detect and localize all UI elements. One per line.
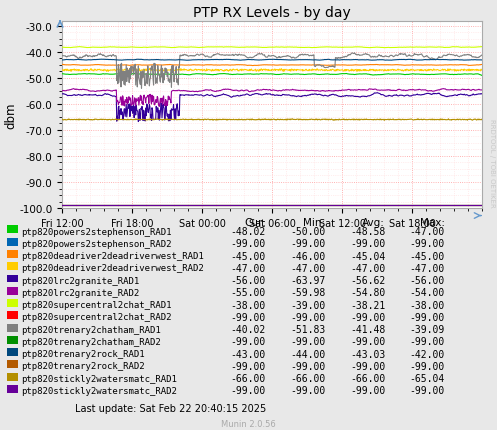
Text: -99.00: -99.00 bbox=[410, 386, 445, 396]
Text: -54.00: -54.00 bbox=[410, 288, 445, 298]
Text: Cur:: Cur: bbox=[244, 217, 266, 227]
Text: -45.00: -45.00 bbox=[410, 251, 445, 261]
Text: -99.00: -99.00 bbox=[350, 239, 385, 249]
Text: -43.03: -43.03 bbox=[350, 349, 385, 359]
Text: -99.00: -99.00 bbox=[290, 337, 326, 347]
Text: -51.83: -51.83 bbox=[290, 324, 326, 335]
Text: -38.00: -38.00 bbox=[410, 300, 445, 310]
Text: ptp820supercentral2chat_RAD2: ptp820supercentral2chat_RAD2 bbox=[21, 313, 172, 322]
Text: -47.00: -47.00 bbox=[410, 227, 445, 237]
Text: Max:: Max: bbox=[420, 217, 445, 227]
Text: -39.00: -39.00 bbox=[290, 300, 326, 310]
Text: -66.00: -66.00 bbox=[290, 373, 326, 383]
Text: -99.00: -99.00 bbox=[290, 386, 326, 396]
Text: -47.00: -47.00 bbox=[350, 263, 385, 273]
Text: ptp820deadriver2deadriverwest_RAD1: ptp820deadriver2deadriverwest_RAD1 bbox=[21, 252, 204, 261]
Text: -99.00: -99.00 bbox=[350, 312, 385, 322]
Text: -99.00: -99.00 bbox=[410, 337, 445, 347]
Text: ptp820trenary2rock_RAD2: ptp820trenary2rock_RAD2 bbox=[21, 362, 145, 371]
Text: -47.00: -47.00 bbox=[290, 263, 326, 273]
Text: -43.00: -43.00 bbox=[231, 349, 266, 359]
Text: -99.00: -99.00 bbox=[290, 239, 326, 249]
Text: -56.00: -56.00 bbox=[410, 276, 445, 286]
Text: -99.00: -99.00 bbox=[350, 386, 385, 396]
Text: Min:: Min: bbox=[303, 217, 326, 227]
Text: Last update: Sat Feb 22 20:40:15 2025: Last update: Sat Feb 22 20:40:15 2025 bbox=[75, 403, 266, 413]
Text: -63.97: -63.97 bbox=[290, 276, 326, 286]
Text: -48.58: -48.58 bbox=[350, 227, 385, 237]
Text: -99.00: -99.00 bbox=[410, 361, 445, 371]
Text: ptp820lrc2granite_RAD1: ptp820lrc2granite_RAD1 bbox=[21, 276, 140, 285]
Text: -41.48: -41.48 bbox=[350, 324, 385, 335]
Text: -40.02: -40.02 bbox=[231, 324, 266, 335]
Text: -56.62: -56.62 bbox=[350, 276, 385, 286]
Text: -99.00: -99.00 bbox=[231, 386, 266, 396]
Text: ptp820stickly2watersmatc_RAD1: ptp820stickly2watersmatc_RAD1 bbox=[21, 374, 177, 383]
Title: PTP RX Levels - by day: PTP RX Levels - by day bbox=[193, 6, 351, 20]
Text: -59.98: -59.98 bbox=[290, 288, 326, 298]
Text: -65.04: -65.04 bbox=[410, 373, 445, 383]
Text: ptp820trenary2rock_RAD1: ptp820trenary2rock_RAD1 bbox=[21, 349, 145, 358]
Text: -99.00: -99.00 bbox=[350, 361, 385, 371]
Text: -99.00: -99.00 bbox=[290, 312, 326, 322]
Text: -38.21: -38.21 bbox=[350, 300, 385, 310]
Text: -50.00: -50.00 bbox=[290, 227, 326, 237]
Text: -99.00: -99.00 bbox=[410, 312, 445, 322]
Text: Avg:: Avg: bbox=[362, 217, 385, 227]
Text: -99.00: -99.00 bbox=[231, 337, 266, 347]
Text: -38.00: -38.00 bbox=[231, 300, 266, 310]
Text: ptp820powers2stephenson_RAD2: ptp820powers2stephenson_RAD2 bbox=[21, 239, 172, 248]
Text: -47.00: -47.00 bbox=[410, 263, 445, 273]
Text: ptp820trenary2chatham_RAD1: ptp820trenary2chatham_RAD1 bbox=[21, 325, 161, 334]
Text: -55.00: -55.00 bbox=[231, 288, 266, 298]
Text: -39.09: -39.09 bbox=[410, 324, 445, 335]
Text: ptp820trenary2chatham_RAD2: ptp820trenary2chatham_RAD2 bbox=[21, 337, 161, 346]
Text: -66.00: -66.00 bbox=[231, 373, 266, 383]
Text: -99.00: -99.00 bbox=[290, 361, 326, 371]
Text: -99.00: -99.00 bbox=[231, 361, 266, 371]
Text: Munin 2.0.56: Munin 2.0.56 bbox=[221, 419, 276, 428]
Text: -45.04: -45.04 bbox=[350, 251, 385, 261]
Text: -46.00: -46.00 bbox=[290, 251, 326, 261]
Text: -48.02: -48.02 bbox=[231, 227, 266, 237]
Text: ptp820stickly2watersmatc_RAD2: ptp820stickly2watersmatc_RAD2 bbox=[21, 386, 177, 395]
Text: -99.00: -99.00 bbox=[350, 337, 385, 347]
Text: ptp820lrc2granite_RAD2: ptp820lrc2granite_RAD2 bbox=[21, 288, 140, 297]
Text: -56.00: -56.00 bbox=[231, 276, 266, 286]
Text: ptp820powers2stephenson_RAD1: ptp820powers2stephenson_RAD1 bbox=[21, 227, 172, 236]
Text: -99.00: -99.00 bbox=[231, 312, 266, 322]
Text: -99.00: -99.00 bbox=[410, 239, 445, 249]
Text: -42.00: -42.00 bbox=[410, 349, 445, 359]
Text: ptp820deadriver2deadriverwest_RAD2: ptp820deadriver2deadriverwest_RAD2 bbox=[21, 264, 204, 273]
Text: -47.00: -47.00 bbox=[231, 263, 266, 273]
Text: -54.80: -54.80 bbox=[350, 288, 385, 298]
Text: -99.00: -99.00 bbox=[231, 239, 266, 249]
Y-axis label: dbm: dbm bbox=[5, 102, 18, 128]
Text: ptp820supercentral2chat_RAD1: ptp820supercentral2chat_RAD1 bbox=[21, 301, 172, 310]
Text: RRDTOOL / TOBI OETIKER: RRDTOOL / TOBI OETIKER bbox=[489, 119, 495, 208]
Text: -45.00: -45.00 bbox=[231, 251, 266, 261]
Text: -66.00: -66.00 bbox=[350, 373, 385, 383]
Text: -44.00: -44.00 bbox=[290, 349, 326, 359]
